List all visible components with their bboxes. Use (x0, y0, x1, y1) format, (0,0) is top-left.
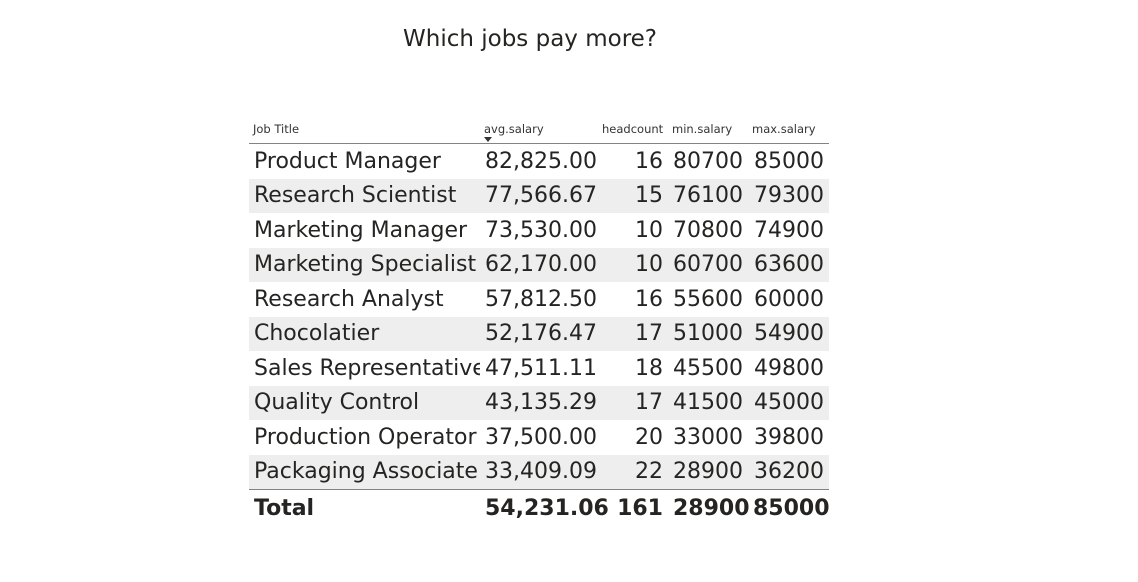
cell-min-salary: 28900 (668, 454, 748, 490)
cell-max-salary: 39800 (754, 424, 824, 450)
cell-headcount: 16 (635, 286, 663, 312)
column-header-min-salary[interactable]: min.salary (668, 110, 748, 144)
table-row[interactable]: Marketing Specialist 62,170.00 10 60700 6360… (249, 247, 829, 282)
cell-max-salary: 74900 (754, 217, 824, 243)
total-avg-salary: 54,231.06 (480, 489, 609, 526)
cell-min-salary: 45500 (673, 355, 743, 381)
cell-avg-salary: 52,176.47 (480, 316, 598, 351)
table-row[interactable]: Production Operator 37,500.00 20 33000 39800 (249, 420, 829, 455)
cell-min-salary: 60700 (668, 247, 748, 282)
cell-avg-salary: 47,511.11 (485, 355, 597, 381)
cell-headcount: 18 (635, 355, 663, 381)
cell-avg-salary: 73,530.00 (485, 217, 597, 243)
table-row[interactable]: Research Scientist 77,566.67 15 76100 79300 (249, 178, 829, 213)
total-max-salary: 85000 (748, 489, 830, 526)
cell-headcount: 22 (598, 454, 668, 490)
cell-avg-salary: 57,812.50 (485, 286, 597, 312)
cell-min-salary: 76100 (668, 178, 748, 213)
table-header-row: Job Title avg.salary headcount min.salar… (249, 110, 829, 144)
chart-title: Which jobs pay more? (403, 26, 657, 52)
cell-headcount: 10 (598, 247, 668, 282)
cell-avg-salary: 77,566.67 (480, 178, 598, 213)
cell-max-salary: 63600 (748, 247, 829, 282)
cell-max-salary: 85000 (754, 148, 824, 174)
total-min-salary: 28900 (668, 489, 750, 526)
cell-job-title: Research Scientist (249, 178, 480, 213)
column-header-max-salary[interactable]: max.salary (748, 110, 829, 144)
table-row[interactable]: Sales Representative 47,511.11 18 45500 4980… (249, 351, 829, 386)
cell-headcount: 15 (598, 178, 668, 213)
total-row: Total 54,231.06 161 28900 85000 (249, 489, 830, 526)
cell-min-salary: 55600 (673, 286, 743, 312)
table-row[interactable]: Quality Control 43,135.29 17 41500 45000 (249, 385, 829, 420)
column-header-avg-salary-label: avg.salary (484, 122, 544, 136)
cell-min-salary: 80700 (673, 148, 743, 174)
cell-headcount: 10 (635, 217, 663, 243)
cell-job-title: Research Analyst (254, 286, 444, 312)
cell-max-salary: 49800 (754, 355, 824, 381)
cell-max-salary: 79300 (748, 178, 829, 213)
table-row[interactable]: Product Manager 82,825.00 16 80700 85000 (249, 144, 829, 179)
cell-avg-salary: 62,170.00 (480, 247, 598, 282)
cell-min-salary: 41500 (668, 385, 748, 420)
table-row[interactable]: Marketing Manager 73,530.00 10 70800 74900 (249, 213, 829, 248)
cell-max-salary: 36200 (748, 454, 829, 490)
cell-min-salary: 51000 (668, 316, 748, 351)
cell-job-title: Marketing Specialist (249, 247, 480, 282)
cell-max-salary: 54900 (748, 316, 829, 351)
table-row[interactable]: Chocolatier 52,176.47 17 51000 54900 (249, 316, 829, 351)
table-row[interactable]: Packaging Associate 33,409.09 22 28900 36200 (249, 454, 829, 490)
column-header-job-title[interactable]: Job Title (249, 110, 480, 144)
cell-headcount: 17 (598, 316, 668, 351)
cell-headcount: 16 (635, 148, 663, 174)
cell-job-title: Chocolatier (249, 316, 480, 351)
total-label: Total (249, 489, 480, 526)
cell-job-title: Production Operator (254, 424, 477, 450)
cell-job-title: Packaging Associate (249, 454, 480, 490)
cell-avg-salary: 33,409.09 (480, 454, 598, 490)
cell-job-title: Product Manager (254, 148, 441, 174)
salary-table-visual: Job Title avg.salary headcount min.salar… (249, 110, 830, 526)
cell-avg-salary: 43,135.29 (480, 385, 598, 420)
table-body: Product Manager 82,825.00 16 80700 85000 Rese… (249, 144, 829, 490)
column-header-headcount[interactable]: headcount (598, 110, 668, 144)
cell-max-salary: 45000 (748, 385, 829, 420)
cell-min-salary: 33000 (673, 424, 743, 450)
cell-avg-salary: 37,500.00 (485, 424, 597, 450)
salary-table: Job Title avg.salary headcount min.salar… (249, 110, 830, 526)
cell-headcount: 20 (635, 424, 663, 450)
table-row[interactable]: Research Analyst 57,812.50 16 55600 60000 (249, 282, 829, 317)
cell-headcount: 17 (598, 385, 668, 420)
total-headcount: 161 (598, 489, 668, 526)
sort-down-icon (484, 137, 492, 142)
cell-avg-salary: 82,825.00 (485, 148, 597, 174)
cell-job-title: Marketing Manager (254, 217, 468, 243)
cell-max-salary: 60000 (754, 286, 824, 312)
cell-min-salary: 70800 (673, 217, 743, 243)
cell-job-title: Sales Representative (254, 355, 480, 381)
cell-job-title: Quality Control (249, 385, 480, 420)
column-header-avg-salary[interactable]: avg.salary (480, 110, 598, 144)
